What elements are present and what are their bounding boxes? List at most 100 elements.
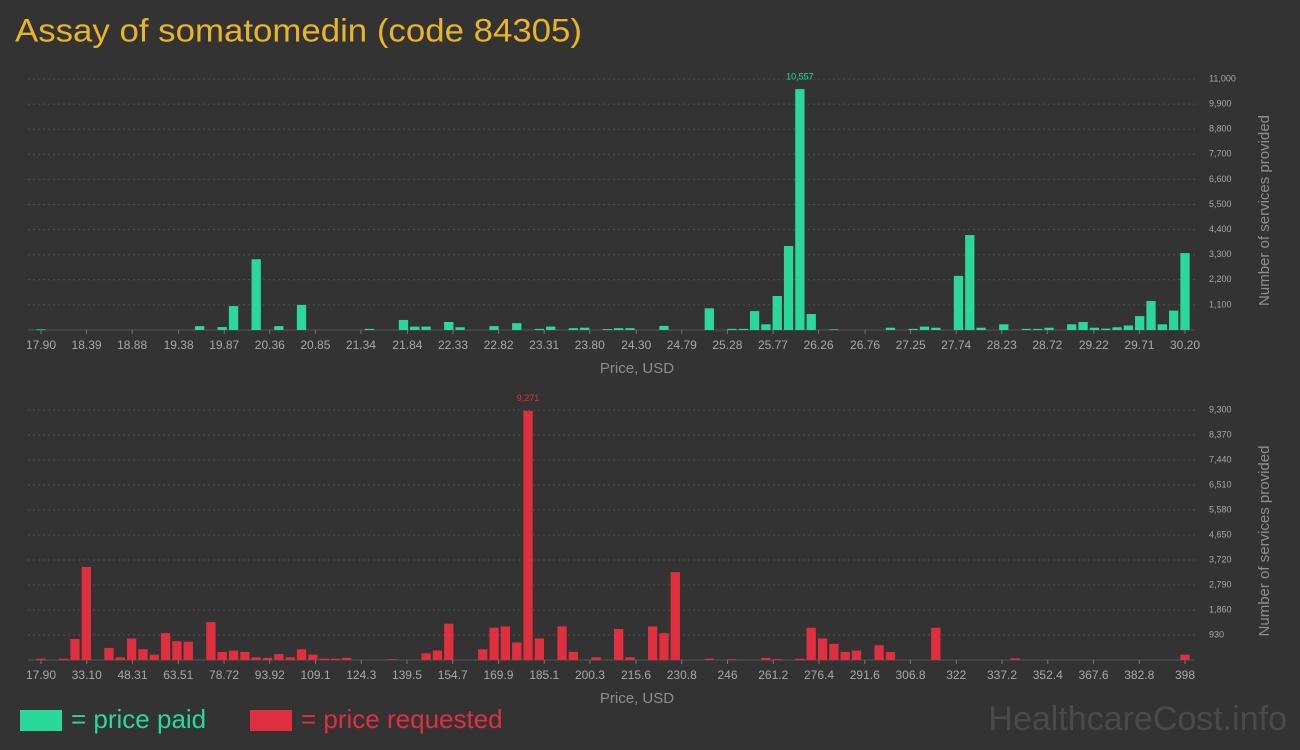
x-axis-title: Price, USD [600,360,674,377]
x-tick-label: 29.22 [1079,338,1109,352]
bar [851,650,862,660]
y-tick-label: 2,200 [1209,274,1232,284]
bar [806,627,816,660]
bar [546,326,556,330]
bar [840,651,850,660]
bar [296,649,307,660]
y-tick-label: 9,300 [1209,404,1232,414]
bar [523,410,533,660]
bar [387,659,397,660]
bar [580,327,590,330]
bar [421,653,431,660]
x-tick-label: 18.88 [117,338,147,352]
bar [931,327,941,330]
bar [70,639,80,660]
bar [1067,324,1077,330]
x-tick-label: 28.72 [1032,338,1062,352]
x-tick-label: 25.77 [758,338,788,352]
value-label: 9,271 [517,393,540,403]
bar [251,657,261,660]
y-tick-label: 6,510 [1209,479,1232,489]
bar [342,657,352,660]
y-tick-label: 3,720 [1209,554,1232,564]
bar [1180,253,1190,330]
x-tick-label: 28.23 [987,338,1017,352]
bar [1044,327,1054,330]
bar [783,246,794,330]
bar [1157,324,1167,330]
x-tick-label: 25.28 [712,338,742,352]
bar [126,638,137,660]
x-tick-label: 23.31 [529,338,559,352]
bar [795,658,805,660]
bar [1033,328,1043,330]
bar [829,643,839,660]
bar [421,326,431,330]
y-tick-label: 6,600 [1209,174,1232,184]
x-tick-label: 185.1 [529,668,559,682]
bar [330,658,341,660]
bar [455,327,465,330]
x-tick-label: 22.33 [438,338,468,352]
value-label: 10,557 [786,71,814,81]
watermark: HealthcareCost.info [988,700,1287,738]
bar [999,324,1009,330]
x-tick-label: 27.25 [896,338,926,352]
y-tick-label: 7,700 [1209,149,1232,159]
bar [274,654,284,660]
bar [727,328,737,330]
bar [1180,654,1190,660]
bar [557,626,567,660]
y-tick-label: 1,860 [1209,604,1232,614]
y-tick-label: 4,650 [1209,529,1232,539]
x-tick-label: 19.87 [209,338,239,352]
bar [591,657,601,660]
y-tick-label: 2,790 [1209,579,1232,589]
bar [908,328,918,330]
legend-label: = price requested [301,704,503,734]
bar [81,566,91,660]
x-tick-label: 20.85 [300,338,330,352]
x-tick-label: 306.8 [895,668,925,682]
y-axis-title: Number of services provided [1256,115,1273,306]
y-tick-label: 8,370 [1209,429,1232,439]
y-axis-title: Number of services provided [1256,446,1273,637]
bar [194,326,205,330]
bar [534,638,545,660]
bar [670,572,680,660]
x-tick-label: 23.80 [575,338,605,352]
bar [1021,328,1032,330]
bar [149,654,159,660]
bar [931,627,941,660]
bar [444,322,454,330]
bar [444,623,454,660]
x-tick-label: 337.2 [987,668,1017,682]
bar [432,650,443,660]
bar [817,638,828,660]
y-tick-label: 5,580 [1209,504,1232,514]
x-tick-label: 93.92 [255,668,285,682]
x-tick-label: 21.34 [346,338,376,352]
bar [965,235,975,330]
y-tick-label: 4,400 [1209,224,1232,234]
bar [274,326,284,330]
x-tick-label: 22.82 [484,338,514,352]
x-axis-title: Price, USD [600,690,674,707]
bar [512,323,522,330]
bar [727,659,737,660]
bar [919,326,930,330]
bar [217,327,227,330]
bar [285,657,295,660]
x-tick-label: 17.90 [26,338,56,352]
bar [217,651,227,660]
bar [885,327,896,330]
bar [761,657,771,660]
bar [138,649,148,660]
x-tick-label: 26.76 [850,338,880,352]
bar [829,329,839,330]
legend-swatch [20,710,62,731]
y-tick-label: 5,500 [1209,199,1232,209]
bar [704,658,714,660]
